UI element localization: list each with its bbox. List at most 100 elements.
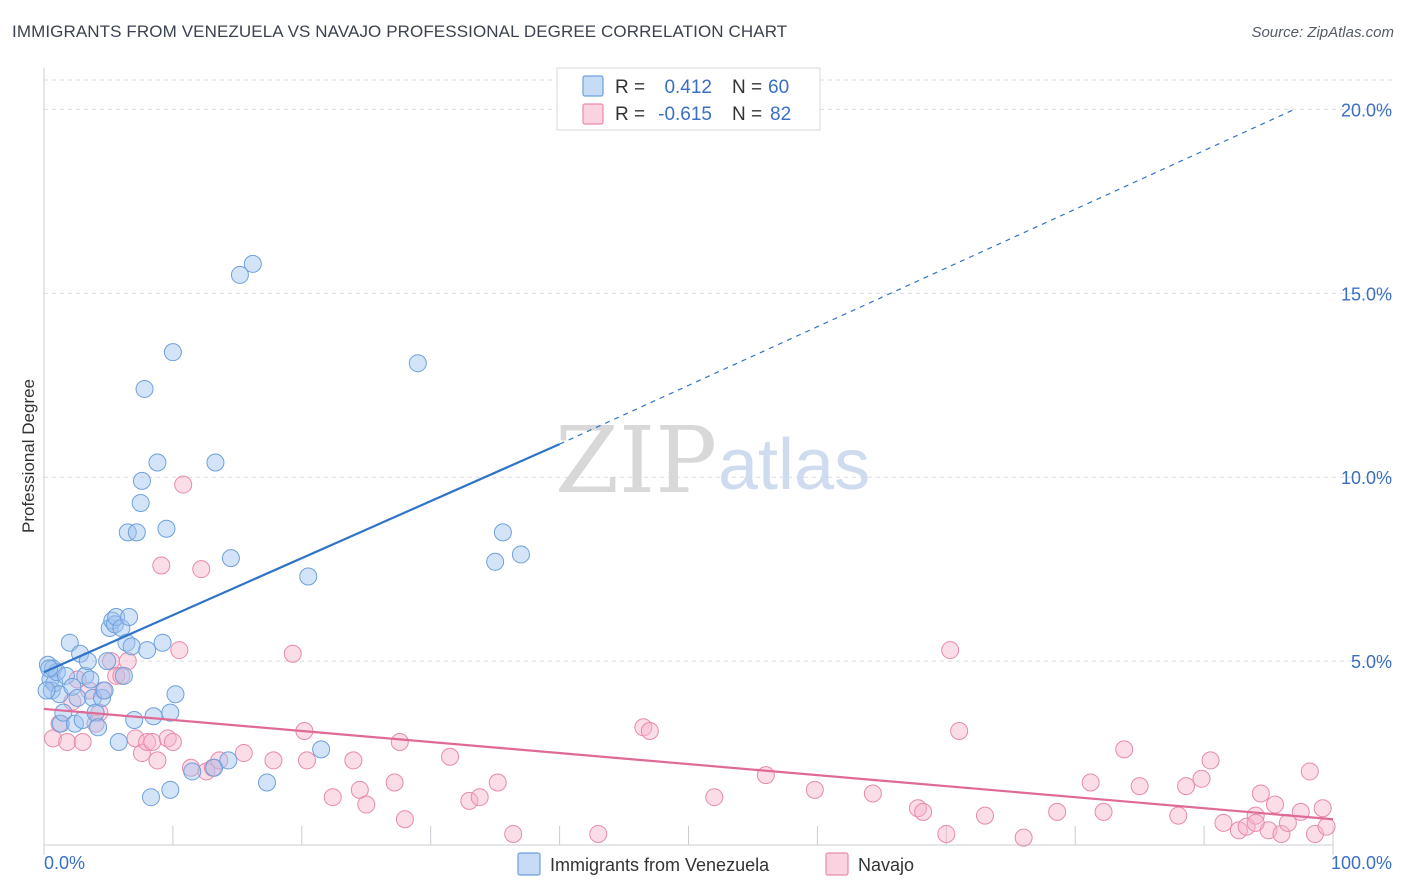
- navajo-point: [705, 788, 724, 807]
- navajo-point: [138, 733, 157, 752]
- legend-n-value-1: 60: [768, 77, 789, 98]
- navajo-point: [158, 729, 177, 748]
- venezuela-point: [219, 751, 238, 770]
- navajo-point: [395, 810, 414, 829]
- navajo-point: [234, 744, 253, 763]
- y-axis-label: Professional Degree: [19, 379, 38, 533]
- x-tick-label: 100.0%: [1331, 853, 1392, 873]
- watermark: ZIP atlas: [555, 407, 870, 514]
- legend-n-value-2: 82: [770, 104, 791, 125]
- navajo-point: [1300, 762, 1319, 781]
- navajo-point: [1094, 802, 1113, 821]
- navajo-point: [344, 751, 363, 770]
- chart-title: IMMIGRANTS FROM VENEZUELA VS NAVAJO PROF…: [12, 22, 788, 41]
- navajo-point: [107, 666, 126, 685]
- watermark-zip: ZIP: [555, 407, 717, 514]
- venezuela-point: [157, 519, 176, 538]
- venezuela-point: [81, 670, 100, 689]
- venezuela-point: [230, 265, 249, 284]
- axes: [43, 68, 1334, 855]
- venezuela-point: [63, 677, 82, 696]
- venezuela-point: [56, 666, 75, 685]
- bottom-legend-label-venezuela: Immigrants from Venezuela: [550, 855, 770, 875]
- navajo-point: [950, 721, 969, 740]
- venezuela-point: [163, 343, 182, 362]
- venezuela-point: [114, 666, 133, 685]
- navajo-point: [118, 652, 137, 671]
- venezuela-point: [299, 567, 318, 586]
- y-tick-label: 10.0%: [1341, 468, 1392, 488]
- navajo-point: [504, 824, 523, 843]
- venezuela-point: [221, 549, 240, 568]
- venezuela-point: [408, 354, 427, 373]
- navajo-trend-line: [43, 707, 1334, 821]
- venezuela-point: [107, 607, 126, 626]
- navajo-point: [357, 795, 376, 814]
- venezuela-point: [486, 552, 505, 571]
- navajo-point: [148, 751, 167, 770]
- venezuela-point: [122, 637, 141, 656]
- y-tick-label: 15.0%: [1341, 284, 1392, 304]
- navajo-point: [914, 802, 933, 821]
- navajo-point: [975, 806, 994, 825]
- venezuela-point: [120, 607, 139, 626]
- navajo-point: [1214, 813, 1233, 832]
- venezuela-point: [138, 641, 157, 660]
- navajo-point: [589, 824, 608, 843]
- navajo-point: [1169, 806, 1188, 825]
- navajo-point: [470, 788, 489, 807]
- venezuela-point: [93, 688, 112, 707]
- venezuela-point: [161, 703, 180, 722]
- y-tick-label: 20.0%: [1341, 100, 1392, 120]
- venezuela-point: [183, 762, 202, 781]
- bottom-legend-label-navajo: Navajo: [858, 855, 914, 875]
- navajo-point: [143, 733, 162, 752]
- x-tick-label: 0.0%: [44, 853, 85, 873]
- navajo-point: [152, 556, 171, 575]
- venezuela-point: [127, 523, 146, 542]
- venezuela-point: [125, 710, 144, 729]
- navajo-point: [163, 733, 182, 752]
- venezuela-trend-extension: [559, 108, 1295, 445]
- venezuela-point: [148, 453, 167, 472]
- venezuela-point: [206, 453, 225, 472]
- venezuela-point: [37, 681, 56, 700]
- navajo-point: [283, 644, 302, 663]
- venezuela-point: [51, 714, 70, 733]
- venezuela-point: [166, 685, 185, 704]
- watermark-atlas: atlas: [718, 425, 870, 505]
- navajo-point: [640, 721, 659, 740]
- navajo-point: [937, 824, 956, 843]
- navajo-point: [1192, 769, 1211, 788]
- navajo-point: [941, 641, 960, 660]
- legend-swatch-pink: [582, 103, 604, 125]
- venezuela-point: [89, 718, 108, 737]
- navajo-point: [908, 799, 927, 818]
- venezuela-point: [312, 740, 331, 759]
- navajo-point: [73, 733, 92, 752]
- grid-lines: [44, 79, 1392, 662]
- navajo-point: [323, 788, 342, 807]
- navajo-point: [1305, 824, 1324, 843]
- venezuela-point: [131, 493, 150, 512]
- legend-r-value-2: -0.615: [658, 104, 712, 125]
- venezuela-point: [60, 633, 79, 652]
- navajo-point: [1317, 817, 1336, 836]
- navajo-point: [1177, 777, 1196, 796]
- venezuela-point: [257, 773, 276, 792]
- navajo-point: [1251, 784, 1270, 803]
- navajo-point: [174, 475, 193, 494]
- venezuela-point: [144, 707, 163, 726]
- venezuela-point: [83, 688, 102, 707]
- tick-labels: 5.0% 10.0% 15.0% 20.0% 0.0% 100.0%: [44, 100, 1392, 873]
- navajo-point: [297, 751, 316, 770]
- legend-r-label-2: R =: [615, 104, 645, 125]
- bottom-legend: Immigrants from Venezuela Navajo: [517, 852, 914, 876]
- navajo-point: [1048, 802, 1067, 821]
- navajo-point: [1130, 777, 1149, 796]
- navajo-point: [1246, 813, 1265, 832]
- venezuela-point: [153, 633, 172, 652]
- navajo-point: [390, 733, 409, 752]
- navajo-point: [805, 780, 824, 799]
